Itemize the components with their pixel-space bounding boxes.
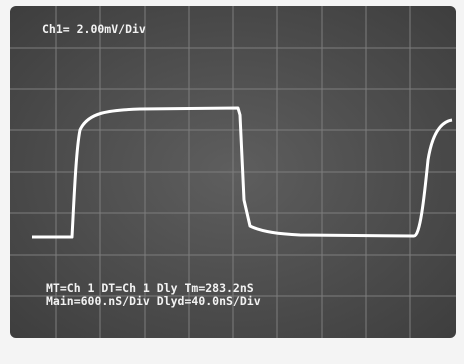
channel-label: Ch1= 2.00mV/Div — [42, 22, 146, 36]
status-line: MT=Ch 1 DT=Ch 1 Dly Tm=283.2nS — [46, 281, 254, 295]
page: Ch1= 2.00mV/Div MT=Ch 1 DT=Ch 1 Dly Tm=2… — [0, 0, 464, 364]
oscilloscope-screen: Ch1= 2.00mV/Div MT=Ch 1 DT=Ch 1 Dly Tm=2… — [0, 0, 464, 364]
status-line: Main=600.nS/Div Dlyd=40.0nS/Div — [46, 294, 261, 308]
